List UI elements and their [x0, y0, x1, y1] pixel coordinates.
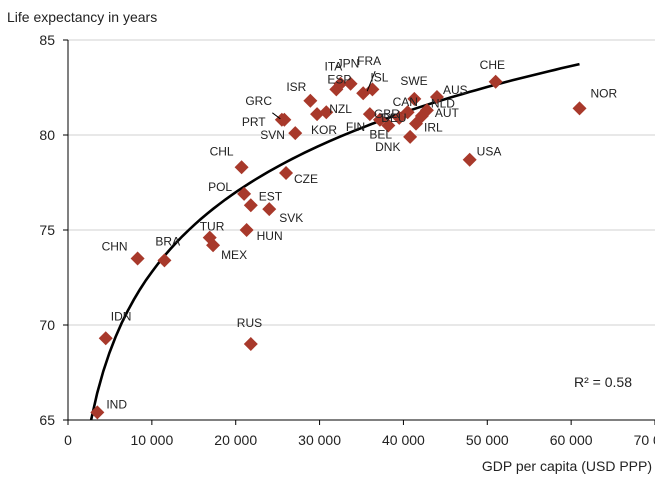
leader-line: [272, 112, 281, 120]
data-point-nld: [419, 103, 434, 118]
data-point-usa: [462, 152, 477, 167]
x-tick-label: 70 000: [634, 432, 655, 448]
y-tick-label: 80: [39, 127, 55, 143]
y-tick-label: 65: [39, 412, 55, 428]
data-label-cze: CZE: [294, 172, 318, 186]
y-tick-label: 85: [39, 32, 55, 48]
y-tick-label: 70: [39, 317, 55, 333]
data-label-bra: BRA: [155, 234, 180, 248]
data-label-svk: SVK: [279, 211, 303, 225]
data-point-ind: [90, 405, 105, 420]
data-label-idn: IDN: [111, 309, 132, 323]
data-point-fin: [362, 107, 377, 122]
data-label-svn: SVN: [260, 128, 285, 142]
data-label-fin: FIN: [346, 120, 365, 134]
data-label-can: CAN: [393, 95, 418, 109]
data-label-che: CHE: [480, 58, 505, 72]
data-point-ita: [333, 76, 348, 91]
data-point-rus: [243, 337, 258, 351]
data-label-deu: DEU: [381, 111, 406, 125]
data-point-gbr: [372, 112, 387, 127]
data-label-jpn: JPN: [337, 57, 360, 71]
x-tick-label: 60 000: [550, 432, 593, 448]
axes: [63, 39, 655, 425]
label-leader-lines: [272, 71, 376, 120]
data-point-cze: [279, 166, 294, 180]
data-label-kor: KOR: [311, 123, 337, 137]
data-point-pol: [237, 186, 252, 201]
data-label-prt: PRT: [242, 115, 266, 129]
data-label-isr: ISR: [286, 80, 306, 94]
data-label-aut: AUT: [435, 106, 460, 120]
data-label-fra: FRA: [357, 54, 381, 68]
data-points: [90, 74, 587, 420]
y-axis-title: Life expectancy in years: [7, 9, 157, 25]
data-point-che: [488, 74, 503, 89]
data-label-tur: TUR: [200, 220, 225, 234]
data-point-idn: [98, 331, 113, 346]
x-tick-label: 30 000: [298, 432, 341, 448]
data-point-deu: [392, 110, 407, 125]
data-point-dnk: [403, 129, 418, 144]
data-point-isr: [303, 93, 318, 108]
data-label-nzl: NZL: [329, 102, 352, 116]
data-point-nor: [572, 101, 587, 116]
x-tick-labels: 0 10 000 20 000 30 000 40 000 50 000 60 000 70 …: [64, 432, 655, 448]
data-point-swe: [407, 91, 422, 106]
data-point-grc: [277, 112, 292, 127]
data-point-chl: [234, 160, 249, 175]
data-point-nzl: [319, 105, 334, 120]
data-label-dnk: DNK: [375, 140, 400, 154]
leader-line: [366, 71, 376, 92]
data-point-svk: [262, 202, 277, 217]
data-point-bra: [157, 253, 172, 268]
y-tick-labels: 65 70 75 80 85: [39, 32, 55, 428]
data-point-hun: [239, 223, 254, 237]
x-tick-label: 0: [64, 432, 72, 448]
data-point-bel: [381, 118, 396, 133]
data-label-pol: POL: [208, 180, 232, 194]
data-label-hun: HUN: [257, 229, 283, 243]
data-label-bel: BEL: [369, 128, 392, 142]
data-point-kor: [310, 107, 325, 122]
data-point-aus: [429, 90, 444, 104]
data-label-nor: NOR: [591, 86, 618, 100]
data-label-ind: IND: [106, 397, 127, 411]
data-label-ita: ITA: [325, 60, 343, 74]
data-label-aus: AUS: [443, 83, 468, 97]
data-label-rus: RUS: [237, 316, 262, 330]
data-point-jpn: [343, 76, 358, 91]
data-label-gbr: GBR: [374, 107, 400, 121]
data-label-irl: IRL: [424, 121, 443, 135]
data-label-swe: SWE: [400, 74, 427, 88]
data-label-mex: MEX: [221, 248, 247, 262]
data-label-grc: GRC: [245, 94, 272, 108]
gridlines: [68, 39, 655, 326]
y-tick-label: 75: [39, 222, 55, 238]
x-tick-label: 10 000: [130, 432, 173, 448]
x-tick-label: 50 000: [466, 432, 509, 448]
data-point-can: [400, 105, 415, 120]
data-label-chl: CHL: [210, 144, 234, 158]
data-point-chn: [130, 251, 145, 266]
data-point-svn: [288, 126, 303, 141]
x-tick-label: 40 000: [382, 432, 425, 448]
data-label-esp: ESP: [327, 72, 351, 86]
data-label-chn: CHN: [102, 240, 128, 254]
data-labels: IND IDN CHN BRA TUR MEX RUS HUN POL EST SVK CHL CZE S…: [102, 54, 618, 411]
data-label-nld: NLD: [431, 96, 455, 110]
data-label-est: EST: [259, 189, 283, 203]
data-label-usa: USA: [477, 145, 502, 159]
r-squared-annotation: R² = 0.58: [574, 374, 632, 390]
data-label-isl: ISL: [370, 70, 388, 84]
data-point-est: [243, 198, 258, 213]
x-tick-label: 20 000: [214, 432, 257, 448]
x-axis-title: GDP per capita (USD PPP): [482, 458, 652, 474]
data-point-mex: [206, 238, 221, 253]
